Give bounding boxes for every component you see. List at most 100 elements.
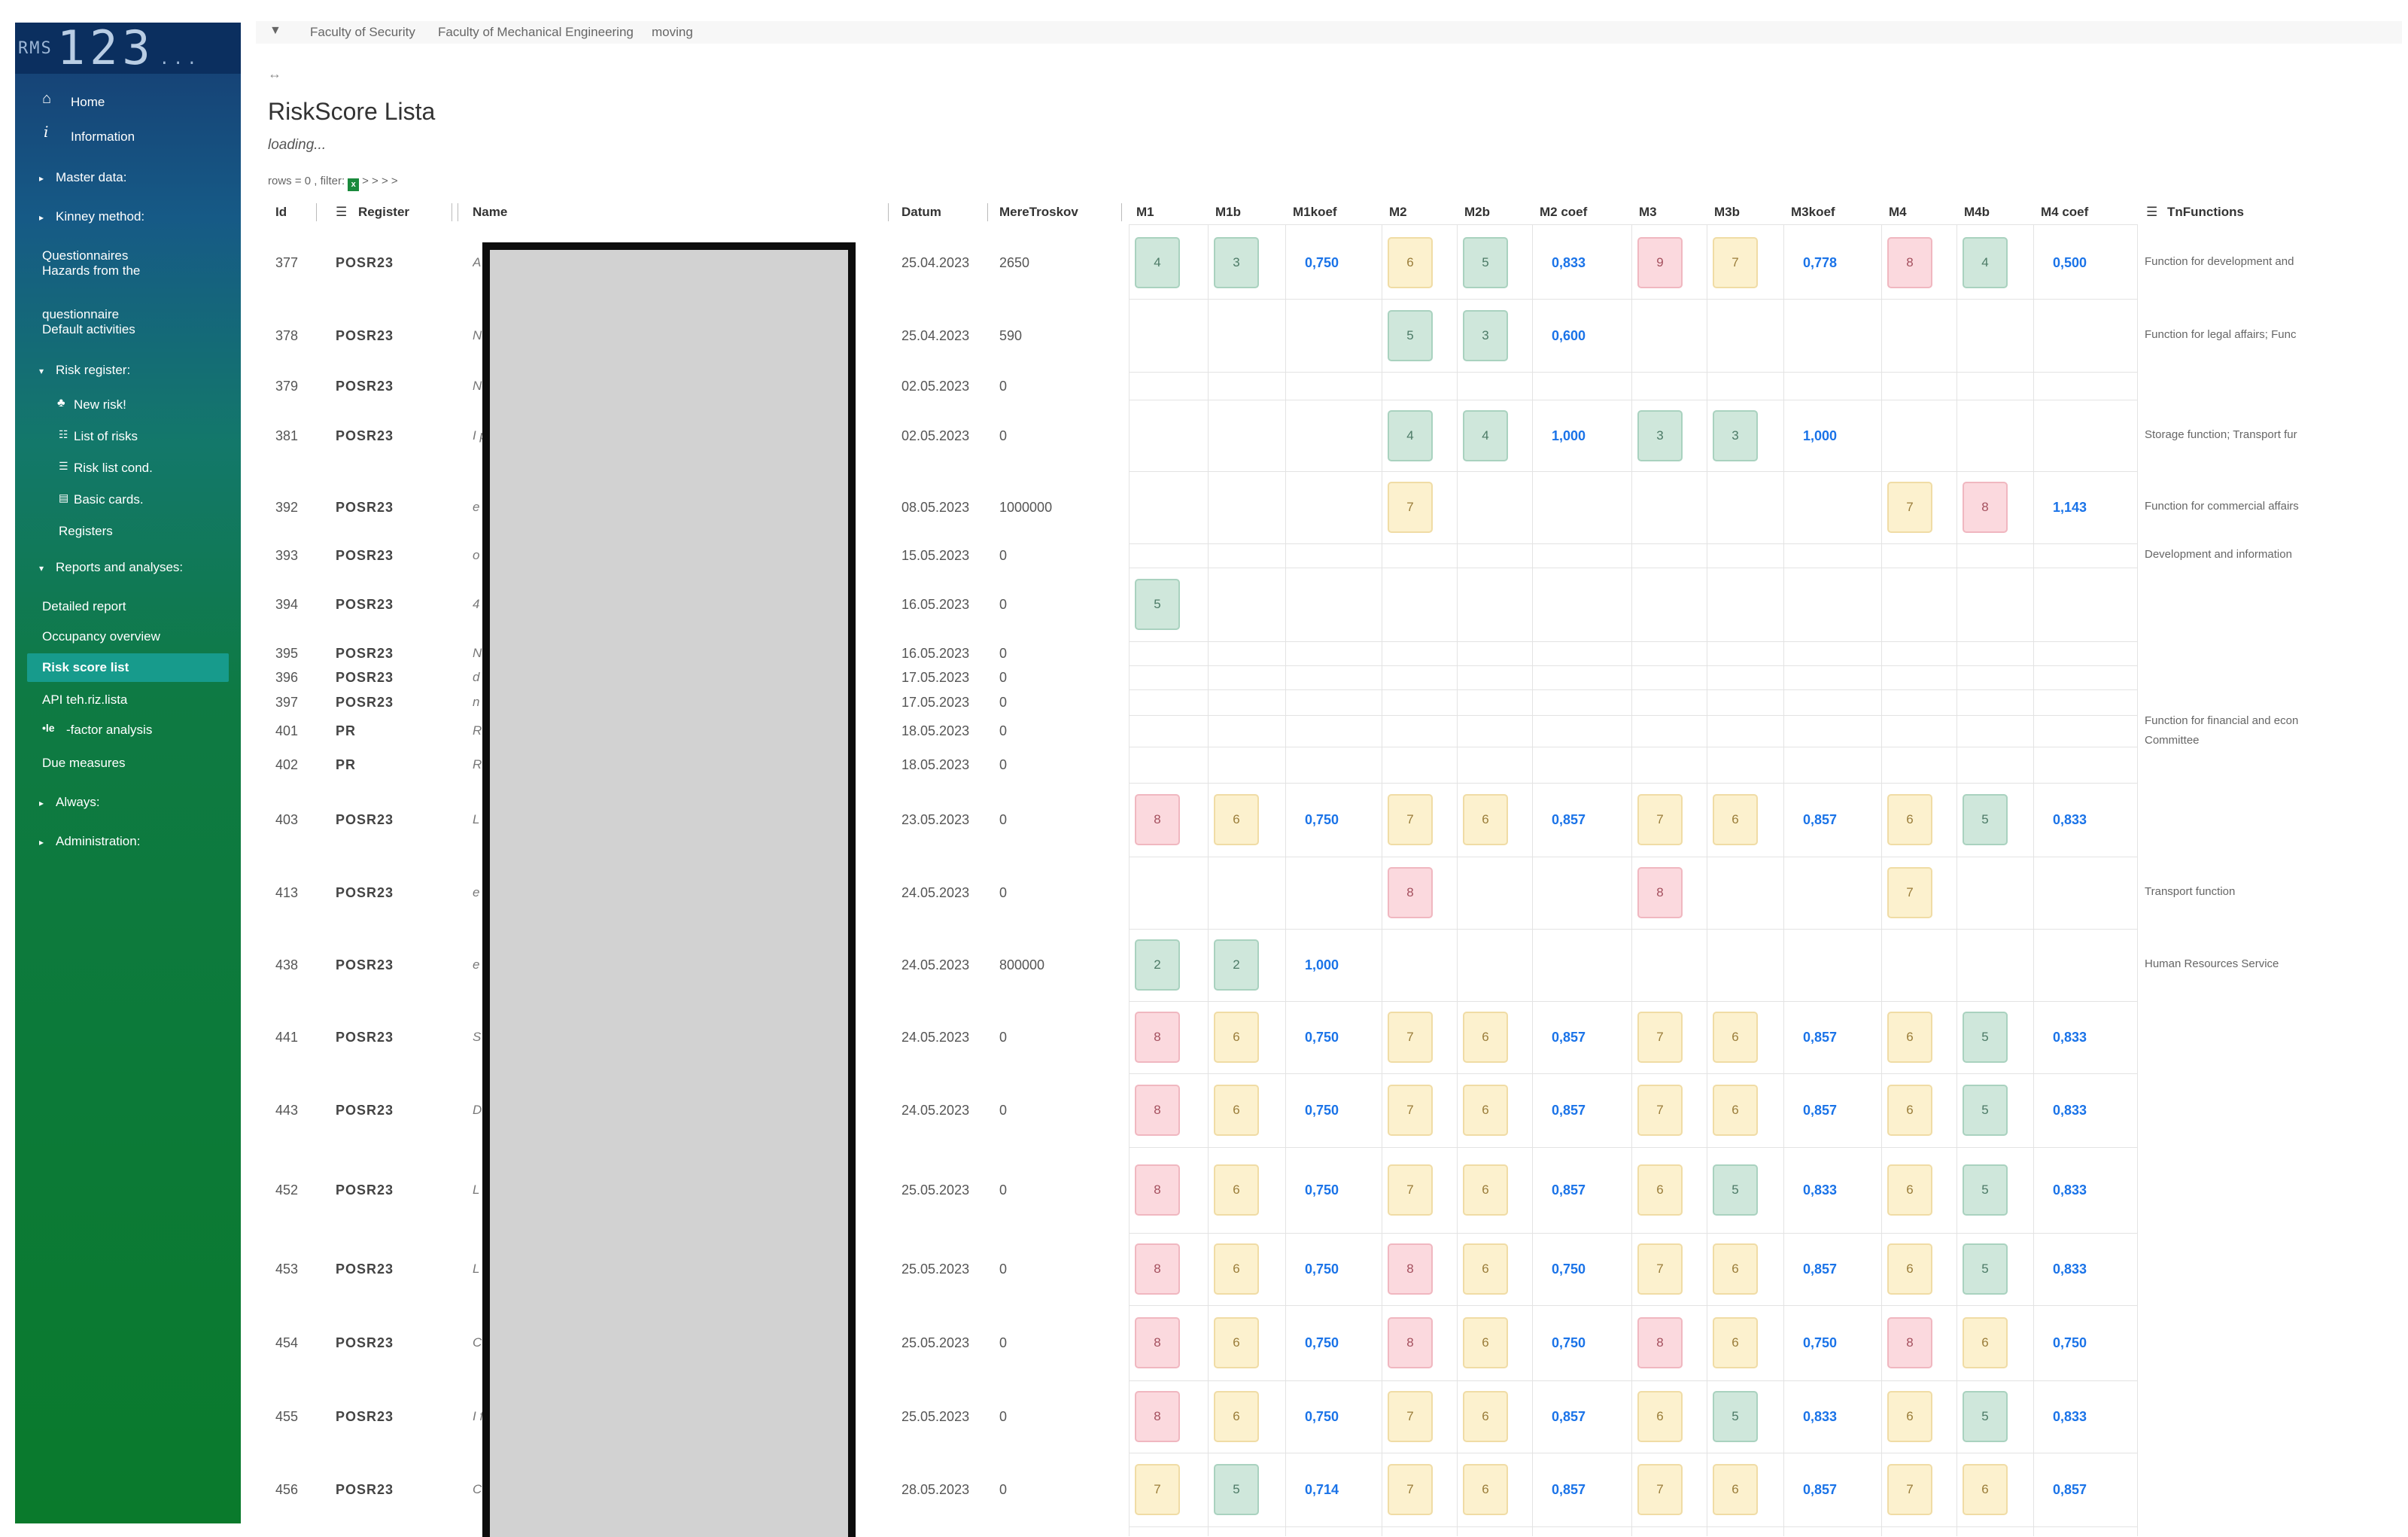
score-badge-m4[interactable]: 6	[1887, 1391, 1932, 1442]
header-datum[interactable]: Datum	[901, 205, 941, 219]
header-m3b[interactable]: M3b	[1714, 205, 1740, 219]
score-badge-m3[interactable]: 7	[1637, 1243, 1683, 1295]
score-badge-m4b[interactable]: 8	[1963, 482, 2008, 533]
header-m4[interactable]: M4	[1889, 205, 1907, 219]
column-separator[interactable]	[987, 203, 988, 221]
score-badge-m3b[interactable]: 6	[1713, 794, 1758, 845]
score-badge-m1[interactable]: 2	[1135, 939, 1180, 991]
score-badge-m2[interactable]: 7	[1388, 794, 1433, 845]
menu-icon[interactable]: ☰	[2146, 205, 2158, 219]
score-badge-m1b[interactable]: 6	[1214, 1317, 1259, 1368]
column-separator[interactable]	[451, 203, 452, 221]
score-badge-m4[interactable]: 6	[1887, 1085, 1932, 1136]
score-badge-m2b[interactable]: 6	[1463, 1464, 1508, 1515]
score-badge-m2b[interactable]: 5	[1463, 237, 1508, 288]
header-meretroskov[interactable]: MereTroskov	[999, 205, 1078, 219]
breadcrumb-faculty-security[interactable]: Faculty of Security	[310, 25, 415, 39]
score-badge-m4[interactable]: 7	[1887, 482, 1932, 533]
score-badge-m1b[interactable]: 2	[1214, 939, 1259, 991]
header-m4-coef[interactable]: M4 coef	[2041, 205, 2089, 219]
score-badge-m2[interactable]: 6	[1388, 237, 1433, 288]
score-badge-m4[interactable]: 6	[1887, 1243, 1932, 1295]
score-badge-m1[interactable]: 8	[1135, 1391, 1180, 1442]
score-badge-m3b[interactable]: 6	[1713, 1085, 1758, 1136]
score-badge-m2[interactable]: 7	[1388, 1464, 1433, 1515]
score-badge-m1[interactable]: 8	[1135, 1164, 1180, 1216]
header-m4b[interactable]: M4b	[1964, 205, 1990, 219]
score-badge-m2[interactable]: 5	[1388, 310, 1433, 361]
score-badge-m2[interactable]: 8	[1388, 1243, 1433, 1295]
score-badge-m3[interactable]: 7	[1637, 1464, 1683, 1515]
header-m1[interactable]: M1	[1136, 205, 1154, 219]
score-badge-m2b[interactable]: 6	[1463, 1317, 1508, 1368]
score-badge-m2b[interactable]: 4	[1463, 410, 1508, 461]
expand-icon[interactable]: ↔	[268, 66, 281, 81]
score-badge-m2b[interactable]: 6	[1463, 794, 1508, 845]
score-badge-m2[interactable]: 7	[1388, 1085, 1433, 1136]
header-tnfunctions[interactable]: TnFunctions	[2167, 205, 2244, 219]
score-badge-m4[interactable]: 6	[1887, 1164, 1932, 1216]
header-name[interactable]: Name	[473, 205, 508, 219]
filter-arrows[interactable]: > > > >	[362, 175, 398, 187]
score-badge-m2b[interactable]: 6	[1463, 1164, 1508, 1216]
score-badge-m3[interactable]: 7	[1637, 794, 1683, 845]
sidebar-item-risk-score-list[interactable]: Risk score list	[27, 653, 229, 682]
score-badge-m2b[interactable]: 6	[1463, 1085, 1508, 1136]
score-badge-m2b[interactable]: 6	[1463, 1391, 1508, 1442]
score-badge-m2b[interactable]: 6	[1463, 1243, 1508, 1295]
app-logo[interactable]: RMS 123 ...	[15, 23, 241, 74]
score-badge-m1[interactable]: 8	[1135, 1012, 1180, 1063]
excel-export-icon[interactable]: x	[348, 178, 360, 191]
column-separator[interactable]	[888, 203, 889, 221]
score-badge-m4b[interactable]: 5	[1963, 794, 2008, 845]
score-badge-m3[interactable]: 3	[1637, 410, 1683, 461]
score-badge-m1b[interactable]: 6	[1214, 1391, 1259, 1442]
score-badge-m2[interactable]: 4	[1388, 410, 1433, 461]
score-badge-m1[interactable]: 8	[1135, 1243, 1180, 1295]
breadcrumb-moving[interactable]: moving	[652, 25, 693, 39]
score-badge-m3b[interactable]: 6	[1713, 1243, 1758, 1295]
header-m2[interactable]: M2	[1389, 205, 1407, 219]
score-badge-m3b[interactable]: 6	[1713, 1317, 1758, 1368]
score-badge-m4[interactable]: 6	[1887, 1012, 1932, 1063]
score-badge-m1[interactable]: 8	[1135, 1085, 1180, 1136]
score-badge-m3[interactable]: 7	[1637, 1085, 1683, 1136]
score-badge-m3b[interactable]: 3	[1713, 410, 1758, 461]
header-m3koef[interactable]: M3koef	[1791, 205, 1835, 219]
column-separator[interactable]	[1121, 203, 1122, 221]
score-badge-m4b[interactable]: 6	[1963, 1464, 2008, 1515]
score-badge-m4[interactable]: 8	[1887, 1317, 1932, 1368]
menu-icon[interactable]: ☰	[336, 205, 348, 219]
score-badge-m3b[interactable]: 7	[1713, 237, 1758, 288]
score-badge-m3b[interactable]: 6	[1713, 1464, 1758, 1515]
score-badge-m2[interactable]: 7	[1388, 482, 1433, 533]
score-badge-m3b[interactable]: 5	[1713, 1391, 1758, 1442]
score-badge-m4[interactable]: 6	[1887, 794, 1932, 845]
score-badge-m4b[interactable]: 5	[1963, 1012, 2008, 1063]
score-badge-m4b[interactable]: 6	[1963, 1317, 2008, 1368]
score-badge-m3b[interactable]: 5	[1713, 1164, 1758, 1216]
score-badge-m3[interactable]: 8	[1637, 1317, 1683, 1368]
breadcrumb-faculty-mechanical[interactable]: Faculty of Mechanical Engineering	[438, 25, 634, 39]
score-badge-m1b[interactable]: 6	[1214, 794, 1259, 845]
score-badge-m1b[interactable]: 3	[1214, 237, 1259, 288]
score-badge-m1[interactable]: 8	[1135, 1317, 1180, 1368]
score-badge-m1[interactable]: 4	[1135, 237, 1180, 288]
menu-toggle-icon[interactable]: ▼	[269, 24, 281, 37]
score-badge-m3[interactable]: 6	[1637, 1391, 1683, 1442]
score-badge-m2[interactable]: 7	[1388, 1391, 1433, 1442]
score-badge-m4b[interactable]: 5	[1963, 1085, 2008, 1136]
score-badge-m4b[interactable]: 4	[1963, 237, 2008, 288]
score-badge-m2b[interactable]: 3	[1463, 310, 1508, 361]
score-badge-m4[interactable]: 7	[1887, 1464, 1932, 1515]
header-m1koef[interactable]: M1koef	[1293, 205, 1337, 219]
score-badge-m2[interactable]: 7	[1388, 1164, 1433, 1216]
score-badge-m2[interactable]: 7	[1388, 1012, 1433, 1063]
score-badge-m3b[interactable]: 6	[1713, 1012, 1758, 1063]
score-badge-m1b[interactable]: 6	[1214, 1012, 1259, 1063]
score-badge-m2[interactable]: 8	[1388, 867, 1433, 918]
score-badge-m4b[interactable]: 5	[1963, 1243, 2008, 1295]
header-m2-coef[interactable]: M2 coef	[1540, 205, 1588, 219]
score-badge-m2[interactable]: 8	[1388, 1317, 1433, 1368]
score-badge-m3[interactable]: 9	[1637, 237, 1683, 288]
